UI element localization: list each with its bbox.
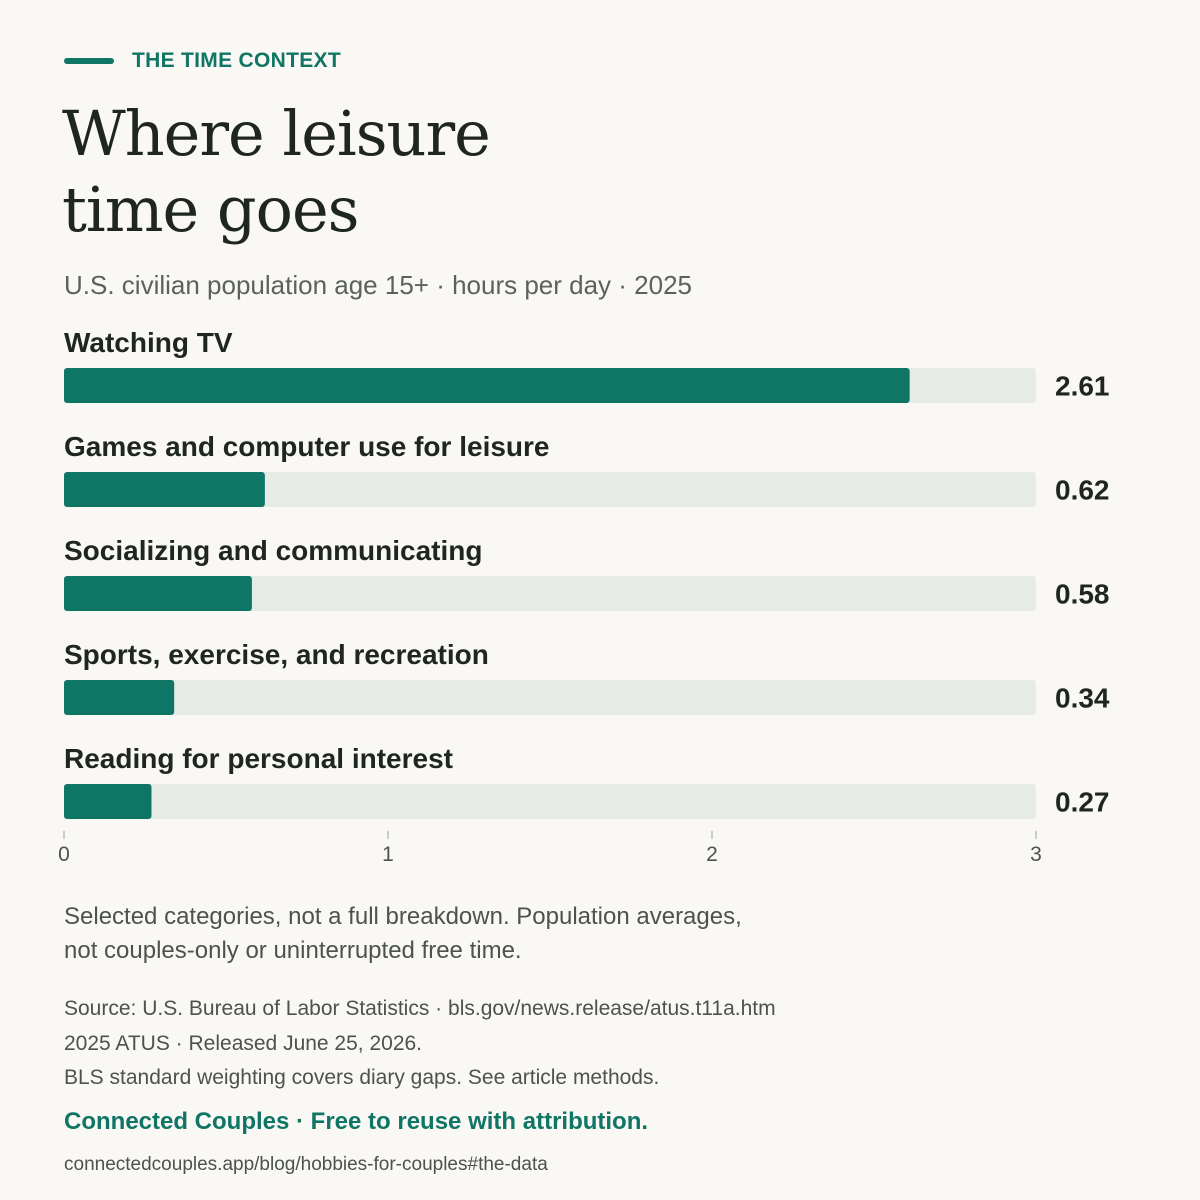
category-label: Games and computer use for leisure	[64, 431, 550, 462]
source-block: Source: U.S. Bureau of Labor Statistics …	[64, 992, 776, 1096]
category-label: Socializing and communicating	[64, 535, 483, 566]
bar	[64, 576, 252, 611]
value-label: 0.34	[1055, 683, 1110, 714]
bar-track	[64, 680, 1036, 715]
eyebrow-accent-line	[64, 58, 114, 64]
eyebrow-text: THE TIME CONTEXT	[132, 49, 341, 72]
chart-title-line-1: Where leisure	[62, 97, 491, 170]
eyebrow: THE TIME CONTEXT	[64, 48, 341, 74]
bar	[64, 368, 910, 403]
chart-title: Where leisure time goes	[62, 96, 762, 248]
category-label: Sports, exercise, and recreation	[64, 639, 489, 670]
bar-track	[64, 576, 1036, 611]
bar-chart: Watching TV 2.61 Games and computer use fo…	[58, 327, 1110, 866]
value-label: 0.58	[1055, 579, 1110, 610]
chart-note: Selected categories, not a full breakdow…	[64, 900, 824, 968]
bar-track	[64, 784, 1036, 819]
bar	[64, 472, 265, 507]
category-label: Watching TV	[64, 327, 233, 358]
bar	[64, 784, 152, 819]
bar-track	[64, 472, 1036, 507]
note-line-1: Selected categories, not a full breakdow…	[64, 903, 742, 930]
value-label: 0.62	[1055, 475, 1110, 506]
chart-subtitle: U.S. civilian population age 15+ · hours…	[64, 270, 692, 300]
source-line-2: 2025 ATUS · Released June 25, 2026.	[64, 1031, 423, 1055]
x-tick-label: 0	[58, 843, 70, 866]
x-tick-label: 1	[382, 843, 394, 866]
chart-title-line-2: time goes	[62, 173, 359, 246]
bar	[64, 680, 175, 715]
x-tick-label: 3	[1030, 843, 1042, 866]
x-tick-label: 2	[706, 843, 718, 866]
value-label: 0.27	[1055, 787, 1110, 818]
value-label: 2.61	[1055, 371, 1110, 402]
category-label: Reading for personal interest	[64, 743, 453, 774]
article-url: connectedcouples.app/blog/hobbies-for-co…	[64, 1154, 548, 1175]
note-line-2: not couples-only or uninterrupted free t…	[64, 937, 522, 964]
brand-attribution: Connected Couples · Free to reuse with a…	[64, 1108, 649, 1135]
source-line-3: BLS standard weighting covers diary gaps…	[64, 1066, 660, 1089]
source-line-1: Source: U.S. Bureau of Labor Statistics …	[64, 997, 776, 1020]
